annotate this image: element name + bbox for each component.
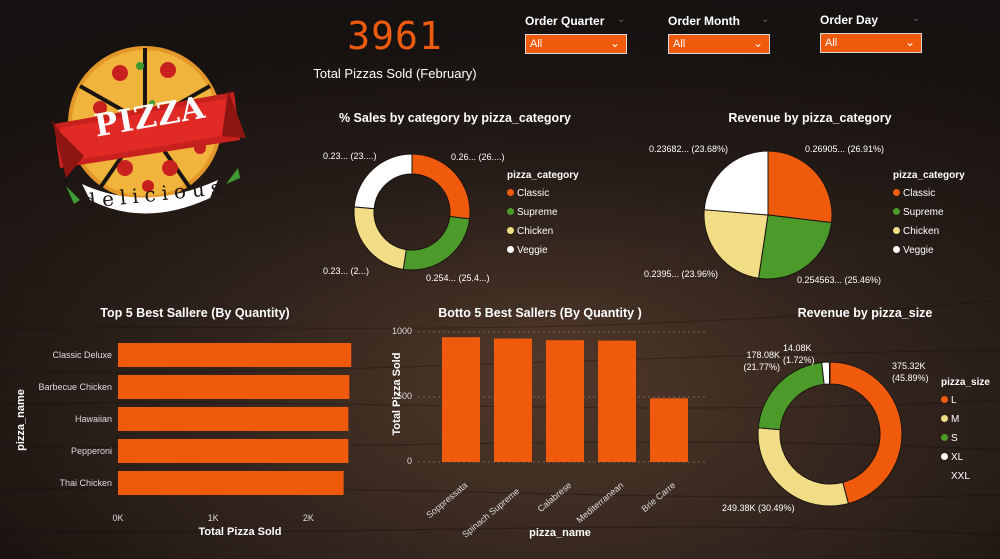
sales-category-slice-chicken[interactable] [353, 206, 407, 270]
category-label: Barbecue Chicken [38, 382, 112, 392]
legend-title: pizza_size [941, 377, 990, 388]
chart-bottom5-bars [418, 331, 708, 463]
chart-revenue-size-donut [757, 361, 903, 507]
x-tick-label: 0K [112, 513, 124, 523]
category-label: Pepperoni [70, 446, 112, 456]
legend-size: pizza_size L M S XL XXL [941, 377, 990, 482]
slicer-order-day-value: All [825, 37, 838, 49]
legend-item-xxl[interactable]: XXL [951, 471, 970, 482]
x-tick-label: 2K [302, 513, 314, 523]
dropdown-arrow-icon: ⌄ [752, 36, 763, 50]
legend-item-classic[interactable]: Classic [507, 188, 579, 199]
chart-bottom5-title: Botto 5 Best Sallers (By Quantity ) [438, 306, 642, 320]
data-label-veggie: 0.23... (23....) [323, 151, 377, 161]
y-tick-label: 1000 [391, 326, 412, 336]
data-label-l: 375.32K (45.89%) [892, 361, 929, 383]
slicer-order-day-label: Order Day [820, 13, 879, 27]
slicer-order-month-label: Order Month [668, 14, 740, 28]
legend-item-chicken[interactable]: Chicken [893, 226, 965, 237]
bar-calabrese[interactable] [546, 340, 584, 462]
bar-hawaiian[interactable] [118, 407, 349, 431]
category-label: Hawaiian [74, 414, 112, 424]
x-tick-label: 1K [207, 513, 219, 523]
bar-brie-carre[interactable] [650, 398, 688, 462]
legend-item-veggie[interactable]: Veggie [893, 245, 965, 256]
data-label-chicken: 0.2395... (23.96%) [644, 269, 719, 279]
legend-item-supreme[interactable]: Supreme [507, 207, 579, 218]
chart-top5-title: Top 5 Best Sallere (By Quantity) [100, 306, 290, 320]
revenue-size-slice-l[interactable] [829, 361, 903, 505]
slicer-order-day-dropdown[interactable]: All ⌄ [820, 33, 922, 53]
sales-category-slice-supreme[interactable] [402, 215, 471, 271]
kpi-total-pizzas: 3961 [347, 14, 443, 58]
dropdown-arrow-icon: ⌄ [609, 36, 620, 50]
bar-spinach-supreme[interactable] [494, 338, 532, 463]
revenue-category-slice-veggie[interactable] [703, 150, 769, 216]
slicer-order-quarter: Order Quarter ⌄ All ⌄ [525, 14, 630, 54]
chart-top5-x-axis-title: Total Pizza Sold [198, 526, 282, 538]
chevron-down-icon: ⌄ [761, 14, 770, 25]
bar-barbecue-chicken[interactable] [118, 375, 350, 399]
data-label-classic: 0.26... (26....) [451, 152, 505, 162]
category-label: Classic Deluxe [52, 350, 112, 360]
data-label-chicken: 0.23... (2...) [323, 266, 370, 276]
data-label-m: 249.38K (30.49%) [722, 503, 795, 513]
data-label-supreme: 0.254... (25.4...) [426, 273, 490, 283]
chart-revenue-category-pie [703, 150, 833, 280]
legend-item-classic[interactable]: Classic [893, 188, 965, 199]
category-label: Thai Chicken [59, 478, 112, 488]
bar-pepperoni[interactable] [118, 439, 349, 463]
chart-top5-bars [118, 343, 352, 495]
slicer-order-month-dropdown[interactable]: All ⌄ [668, 34, 770, 54]
legend-item-xl[interactable]: XL [941, 452, 990, 463]
data-label-classic: 0.26905... (26.91%) [805, 144, 885, 154]
revenue-category-slice-classic[interactable] [767, 150, 833, 224]
y-tick-label: 0 [406, 456, 412, 466]
chevron-down-icon: ⌄ [912, 13, 921, 24]
legend-item-m[interactable]: M [941, 414, 990, 425]
bar-mediterranean[interactable] [598, 340, 636, 462]
legend-category-2: pizza_category Classic Supreme Chicken V… [893, 170, 965, 256]
chart-revenue-category-title: Revenue by pizza_category [728, 111, 892, 125]
slicer-order-month-value: All [673, 38, 686, 50]
slicer-order-month: Order Month ⌄ All ⌄ [668, 14, 773, 54]
slicer-order-quarter-label: Order Quarter [525, 14, 605, 28]
sales-category-slice-veggie[interactable] [353, 153, 413, 210]
legend-item-l[interactable]: L [941, 395, 990, 406]
bar-thai-chicken[interactable] [118, 471, 344, 495]
legend-item-s[interactable]: S [941, 433, 990, 444]
dropdown-arrow-icon: ⌄ [904, 35, 915, 49]
data-label-veggie: 0.23682... (23.68%) [649, 144, 729, 154]
chevron-down-icon: ⌄ [617, 14, 626, 25]
revenue-size-slice-m[interactable] [757, 427, 849, 507]
bar-classic-deluxe[interactable] [118, 343, 352, 367]
chart-sales-category-donut [353, 153, 471, 271]
slicer-order-quarter-value: All [530, 38, 543, 50]
chart-bottom5-x-axis-title: pizza_name [529, 527, 591, 539]
revenue-size-slice-xxl[interactable] [828, 361, 831, 385]
data-label-s: 178.08K (21.77%) [743, 350, 780, 372]
legend-title: pizza_category [893, 170, 965, 181]
y-tick-label: 500 [396, 391, 412, 401]
legend-title: pizza_category [507, 170, 579, 181]
revenue-category-slice-chicken[interactable] [703, 209, 769, 279]
data-label-xl: 14.08K (1.72%) [783, 343, 815, 365]
revenue-category-slice-supreme[interactable] [757, 214, 833, 280]
legend-category-1: pizza_category Classic Supreme Chicken V… [507, 170, 579, 256]
legend-item-supreme[interactable]: Supreme [893, 207, 965, 218]
legend-item-veggie[interactable]: Veggie [507, 245, 579, 256]
slicer-order-quarter-dropdown[interactable]: All ⌄ [525, 34, 627, 54]
data-label-supreme: 0.254563... (25.46%) [797, 275, 882, 285]
chart-revenue-size-title: Revenue by pizza_size [797, 306, 933, 320]
legend-item-chicken[interactable]: Chicken [507, 226, 579, 237]
pizza-logo [52, 46, 246, 214]
sales-category-slice-classic[interactable] [411, 153, 471, 220]
kpi-label: Total Pizzas Sold (February) [313, 66, 477, 81]
slicer-order-day: Order Day ⌄ All ⌄ [820, 13, 925, 53]
bar-soppressata[interactable] [442, 337, 480, 462]
chart-sales-category-title: % Sales by category by pizza_category [338, 111, 572, 125]
